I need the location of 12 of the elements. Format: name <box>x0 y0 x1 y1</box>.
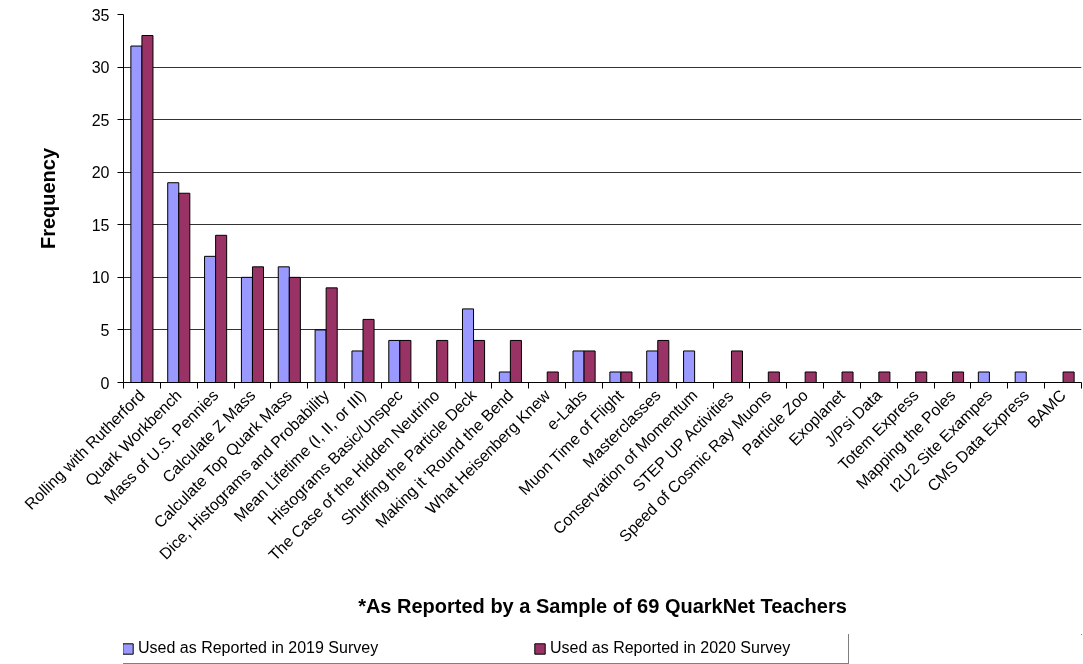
y-tick-label: 10 <box>91 269 110 287</box>
y-axis-title: Frequency <box>36 147 59 250</box>
y-tick-label: 25 <box>91 111 110 129</box>
y-tick-label: 35 <box>91 6 110 24</box>
legend-label: Used as Reported in 2019 Survey <box>138 639 380 657</box>
y-tick-label: 15 <box>91 216 110 234</box>
y-tick-label: 30 <box>91 59 110 77</box>
y-tick-label: 0 <box>100 374 110 392</box>
x-axis-title: *As Reported by a Sample of 69 QuarkNet Teachers <box>358 594 847 617</box>
y-tick-label: 20 <box>91 164 110 182</box>
legend-label: Used as Reported in 2020 Survey <box>550 639 792 657</box>
y-tick-label: 5 <box>100 321 110 339</box>
